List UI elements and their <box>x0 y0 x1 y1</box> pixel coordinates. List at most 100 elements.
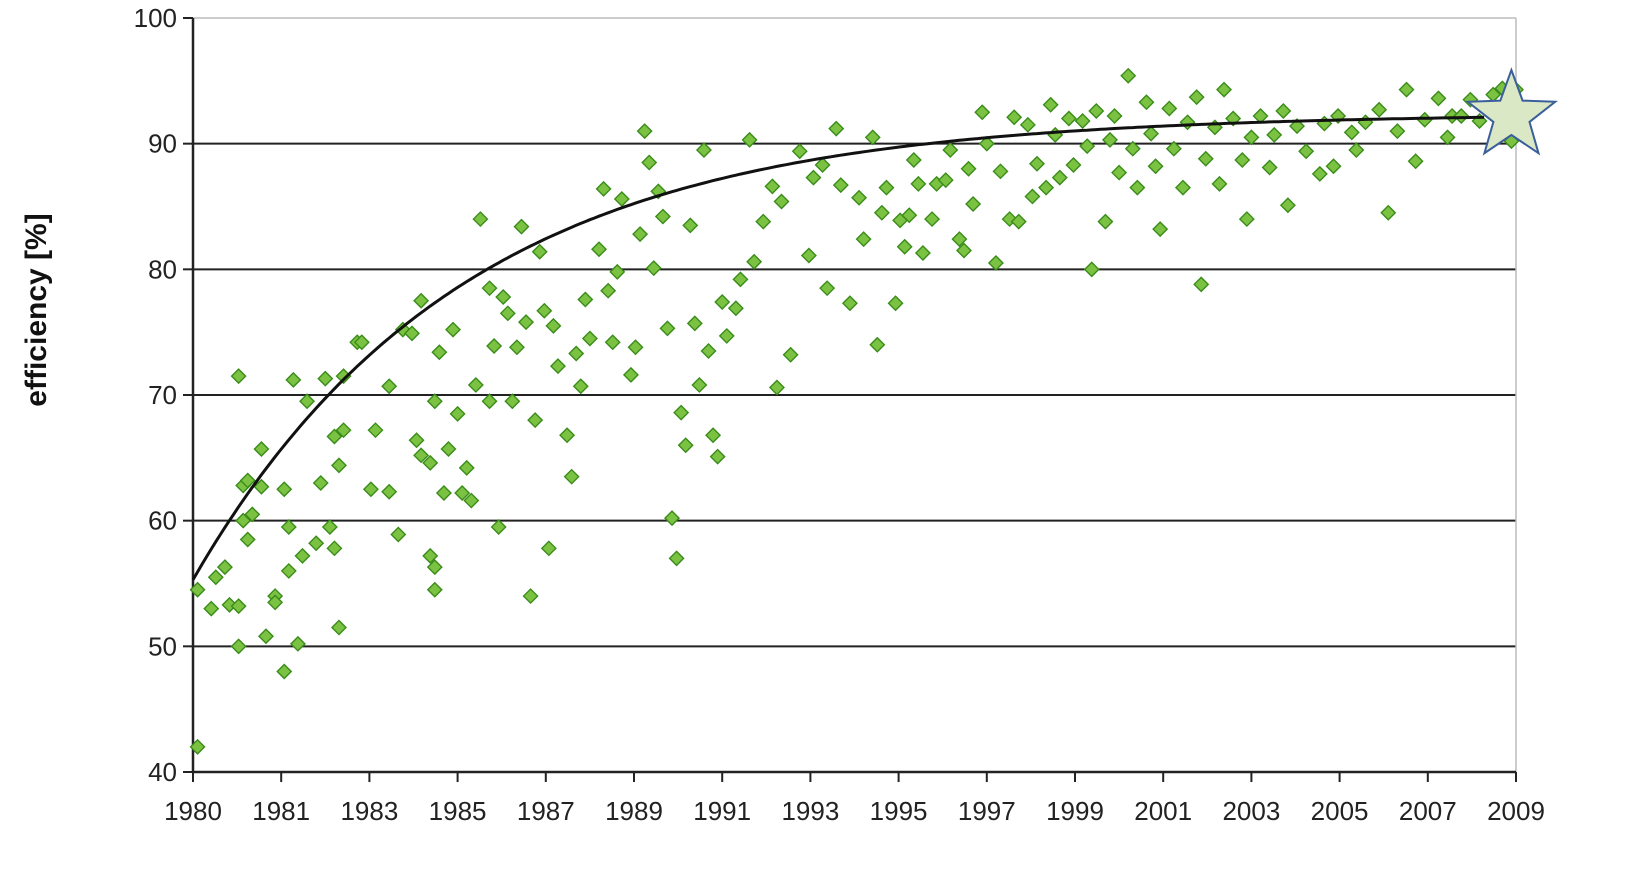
data-point <box>1371 101 1388 118</box>
data-point <box>741 131 758 148</box>
data-point <box>321 518 338 535</box>
data-point <box>536 302 553 319</box>
data-point <box>819 280 836 297</box>
data-point <box>1138 94 1155 111</box>
data-point <box>855 231 872 248</box>
data-point <box>467 376 484 393</box>
data-point <box>955 242 972 259</box>
data-point <box>878 179 895 196</box>
data-point <box>1430 90 1447 107</box>
y-tick-label-50: 50 <box>148 631 177 661</box>
data-point <box>276 481 293 498</box>
data-point <box>276 663 293 680</box>
data-point <box>664 510 681 527</box>
x-tick-label-1997: 1997 <box>958 796 1016 826</box>
data-point <box>965 195 982 212</box>
data-point <box>381 378 398 395</box>
data-point <box>1106 108 1123 125</box>
data-point <box>253 441 270 458</box>
data-point <box>239 472 256 489</box>
data-point <box>595 180 612 197</box>
data-point <box>1124 140 1141 157</box>
data-point <box>280 518 297 535</box>
y-tick-label-80: 80 <box>148 254 177 284</box>
data-point <box>896 238 913 255</box>
tick-labels: 40 50 60 70 80 90 100 1980 1981 1983 1985 1987 1989 1… <box>134 3 1545 826</box>
data-point <box>431 344 448 361</box>
data-point <box>581 330 598 347</box>
data-point <box>189 581 206 598</box>
data-point <box>914 245 931 261</box>
y-axis-label: efficiency [%] <box>20 213 53 406</box>
data-point <box>814 157 831 174</box>
data-point <box>1389 123 1406 140</box>
data-point <box>1019 116 1036 133</box>
data-point <box>531 243 548 260</box>
data-point <box>864 129 881 146</box>
data-point <box>832 177 849 194</box>
data-point <box>312 474 329 491</box>
data-point <box>1174 179 1191 196</box>
data-point <box>326 428 343 445</box>
data-point <box>791 143 808 160</box>
data-point <box>559 427 576 444</box>
data-point <box>901 207 918 224</box>
data-point <box>1407 153 1424 170</box>
data-point <box>951 231 968 248</box>
data-point <box>449 405 466 422</box>
data-point <box>362 481 379 498</box>
data-point <box>1453 108 1470 125</box>
data-point <box>673 404 690 421</box>
data-point <box>1143 125 1160 142</box>
data-point <box>481 280 498 297</box>
data-point <box>709 448 726 465</box>
data-point <box>445 321 462 338</box>
data-point <box>718 327 735 344</box>
x-tick-label-1989: 1989 <box>605 796 663 826</box>
data-point <box>1129 179 1146 196</box>
data-point <box>1179 114 1196 131</box>
data-point <box>435 485 452 502</box>
x-tick-label-1995: 1995 <box>870 796 928 826</box>
data-point <box>513 218 530 235</box>
data-point <box>353 334 370 351</box>
data-point <box>591 241 608 258</box>
data-point <box>1243 129 1260 146</box>
data-point <box>1111 164 1128 181</box>
data-point <box>686 315 703 332</box>
data-point <box>527 412 544 429</box>
data-point <box>828 120 845 137</box>
data-point <box>577 291 594 308</box>
x-tick-label-1981: 1981 <box>252 796 310 826</box>
data-point <box>203 600 220 617</box>
data-point <box>230 598 247 615</box>
data-point <box>317 370 334 387</box>
data-point <box>308 535 325 552</box>
data-point <box>873 204 890 221</box>
data-point <box>326 540 343 557</box>
data-point <box>508 339 525 356</box>
trend-line-group <box>191 115 1485 581</box>
data-point <box>426 581 443 598</box>
data-point <box>189 738 206 755</box>
highlight-star-icon <box>1464 67 1558 156</box>
data-point <box>1028 155 1045 172</box>
data-point <box>413 447 430 464</box>
data-point <box>572 378 589 395</box>
data-point <box>403 325 420 342</box>
data-point <box>695 141 712 158</box>
data-point <box>289 635 306 652</box>
data-point <box>1216 81 1233 98</box>
x-tick-label-2009: 2009 <box>1487 796 1545 826</box>
x-tick-label-1987: 1987 <box>517 796 575 826</box>
data-point <box>1088 103 1105 119</box>
y-tick-label-40: 40 <box>148 757 177 787</box>
data-point <box>773 193 790 210</box>
data-point <box>1024 188 1041 205</box>
axes <box>183 17 1517 782</box>
data-point <box>518 314 535 331</box>
data-point <box>851 189 868 206</box>
data-point <box>472 211 489 228</box>
data-point <box>549 358 566 375</box>
